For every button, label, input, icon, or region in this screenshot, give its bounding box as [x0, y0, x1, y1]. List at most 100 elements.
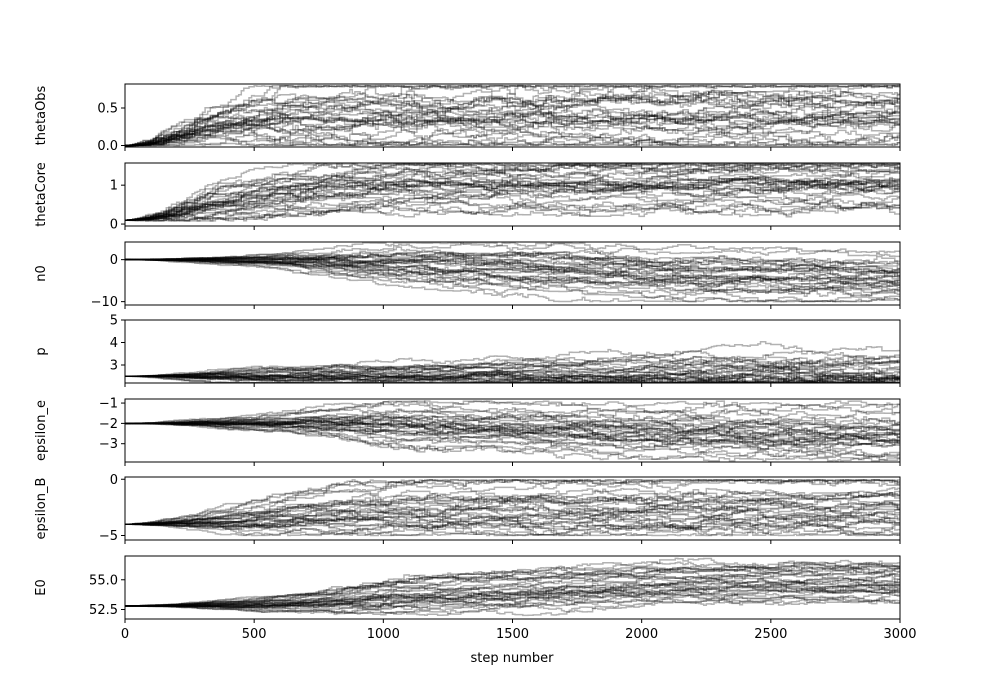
- walker-trace: [125, 365, 900, 381]
- walker-trace: [125, 258, 900, 291]
- walker-trace: [125, 419, 900, 440]
- walker-trace: [125, 567, 900, 607]
- walker-trace: [125, 258, 900, 289]
- x-tick-label: 3000: [883, 627, 916, 642]
- walker-trace: [125, 422, 900, 453]
- walker-trace: [125, 163, 900, 221]
- walker-traces: [125, 84, 900, 147]
- walker-trace: [125, 587, 900, 610]
- walker-trace: [125, 581, 900, 607]
- walker-trace: [125, 411, 900, 426]
- walker-trace: [125, 422, 900, 444]
- walker-trace: [125, 422, 900, 450]
- walker-trace: [125, 487, 900, 526]
- y-tick-label: 0.0: [97, 139, 118, 154]
- walker-trace: [125, 256, 900, 282]
- y-tick-label: 1: [110, 179, 118, 194]
- walker-trace: [125, 170, 900, 221]
- walker-trace: [125, 505, 900, 526]
- walker-trace: [125, 511, 900, 532]
- walker-trace: [125, 416, 900, 440]
- walker-trace: [125, 115, 900, 147]
- walker-trace: [125, 562, 900, 607]
- walker-trace: [125, 251, 900, 267]
- walker-trace: [125, 421, 900, 448]
- walker-trace: [125, 254, 900, 278]
- walker-trace: [125, 563, 900, 607]
- walker-trace: [125, 255, 900, 274]
- walker-trace: [125, 582, 900, 607]
- walker-trace: [125, 114, 900, 147]
- x-tick-label: 0: [121, 627, 129, 642]
- walker-trace: [125, 500, 900, 526]
- walker-trace: [125, 163, 900, 221]
- walker-trace: [125, 105, 900, 147]
- walker-trace: [125, 375, 900, 383]
- walker-trace: [125, 84, 900, 147]
- walker-traces: [125, 242, 900, 303]
- walker-trace: [125, 176, 900, 221]
- y-tick-label: 0: [110, 218, 118, 233]
- y-tick-label: −2: [99, 417, 118, 432]
- walker-traces: [125, 340, 900, 383]
- y-tick-label: 5: [110, 314, 118, 329]
- walker-trace: [125, 498, 900, 526]
- walker-trace: [125, 512, 900, 528]
- walker-trace: [125, 421, 900, 447]
- walker-trace: [125, 183, 900, 221]
- walker-trace: [125, 354, 900, 378]
- walker-trace: [125, 479, 900, 526]
- walker-trace: [125, 408, 900, 427]
- walker-trace: [125, 419, 900, 440]
- walker-trace: [125, 163, 900, 221]
- walker-trace: [125, 108, 900, 147]
- walker-trace: [125, 124, 900, 147]
- walker-trace: [125, 250, 900, 270]
- walker-trace: [125, 495, 900, 526]
- walker-trace: [125, 174, 900, 221]
- walker-trace: [125, 564, 900, 607]
- walker-trace: [125, 415, 900, 433]
- walker-trace: [125, 422, 900, 449]
- walker-trace: [125, 258, 900, 292]
- walker-trace: [125, 95, 900, 147]
- y-tick-label: 3: [110, 359, 118, 374]
- walker-trace: [125, 84, 900, 147]
- walker-trace: [125, 593, 900, 617]
- walker-trace: [125, 572, 900, 607]
- walker-trace: [125, 201, 900, 222]
- walker-trace: [125, 258, 900, 303]
- walker-trace: [125, 574, 900, 607]
- walker-trace: [125, 422, 900, 443]
- panel-thetaCore: 0 1 thetaCore: [34, 162, 901, 233]
- walker-trace: [125, 128, 900, 147]
- walker-trace: [125, 183, 900, 221]
- walker-trace: [125, 595, 900, 616]
- walker-trace: [125, 502, 900, 526]
- x-axis-label: step number: [471, 651, 555, 666]
- panel-p: 3 4 5 p: [34, 314, 901, 387]
- walker-trace: [125, 355, 900, 378]
- walker-traces: [125, 163, 900, 222]
- walker-trace: [125, 258, 900, 282]
- walker-trace: [125, 171, 900, 221]
- panel-epsilon_B: 0 −5 epsilon_B: [34, 473, 901, 544]
- walker-trace: [125, 190, 900, 221]
- walker-trace: [125, 202, 900, 222]
- walker-trace: [125, 400, 900, 425]
- walker-trace: [125, 258, 900, 291]
- walker-trace: [125, 96, 900, 147]
- y-tick-label: −5: [99, 529, 118, 544]
- walker-trace: [125, 566, 900, 607]
- walker-trace: [125, 358, 900, 378]
- walker-trace: [125, 375, 900, 383]
- walker-trace: [125, 350, 900, 378]
- walker-trace: [125, 523, 900, 537]
- walker-trace: [125, 177, 900, 221]
- walker-trace: [125, 257, 900, 285]
- walker-trace: [125, 258, 900, 286]
- y-tick-label: 4: [110, 336, 118, 351]
- walker-trace: [125, 493, 900, 526]
- walker-traces: [125, 479, 900, 537]
- walker-trace: [125, 413, 900, 432]
